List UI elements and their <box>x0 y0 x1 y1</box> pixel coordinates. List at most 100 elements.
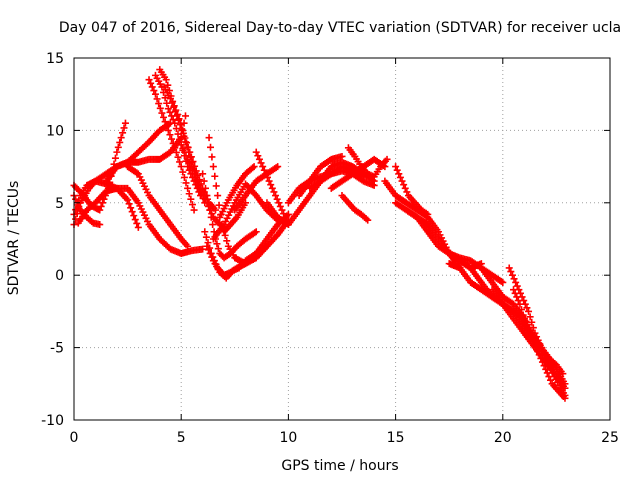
data-point <box>119 129 127 137</box>
data-point <box>257 159 265 167</box>
data-point <box>261 243 269 251</box>
data-point <box>177 141 185 149</box>
y-tick-label: 10 <box>46 123 64 139</box>
data-point <box>147 79 155 87</box>
data-point <box>254 152 262 160</box>
data-point <box>113 148 121 156</box>
data-point <box>124 196 132 204</box>
data-point <box>251 229 259 237</box>
data-point <box>97 202 105 210</box>
data-point <box>206 249 214 257</box>
x-tick-label: 15 <box>387 430 405 446</box>
data-point <box>171 144 179 152</box>
data-point <box>250 163 258 171</box>
data-point <box>518 306 526 314</box>
data-point <box>545 373 553 381</box>
data-point <box>202 233 210 241</box>
data-point <box>199 245 207 253</box>
data-point <box>116 138 124 146</box>
data-point <box>185 190 193 198</box>
data-point <box>184 184 192 192</box>
series-track-09 <box>145 76 198 214</box>
data-point <box>505 264 513 272</box>
data-point <box>516 300 524 308</box>
data-point <box>272 192 280 200</box>
series-track-40 <box>520 315 567 378</box>
series-track-29 <box>344 144 391 181</box>
data-point <box>162 76 170 84</box>
series-track-26 <box>306 158 378 192</box>
data-point <box>192 173 200 181</box>
data-point <box>396 173 404 181</box>
data-point <box>249 164 257 172</box>
data-point <box>259 163 267 171</box>
data-point <box>164 126 172 134</box>
data-point <box>120 124 128 132</box>
data-point <box>169 139 177 147</box>
data-point <box>203 242 211 250</box>
data-point <box>205 246 213 254</box>
data-point <box>148 83 156 91</box>
data-point <box>121 119 129 127</box>
data-point <box>130 212 138 220</box>
data-point <box>252 228 260 236</box>
data-point <box>179 129 187 137</box>
series-track-17 <box>203 242 271 282</box>
data-point <box>184 242 192 250</box>
data-point <box>156 104 164 112</box>
data-point <box>398 177 406 185</box>
y-tick-label: -5 <box>50 341 64 357</box>
data-point <box>508 271 516 279</box>
data-point <box>131 216 139 224</box>
data-point <box>275 199 283 207</box>
data-point <box>181 134 189 142</box>
data-point <box>161 118 169 126</box>
data-point <box>208 253 216 261</box>
data-point <box>273 195 281 203</box>
series-track-25 <box>295 152 346 200</box>
data-point <box>200 177 208 185</box>
data-point <box>206 206 214 214</box>
data-point <box>203 192 211 200</box>
data-point <box>181 112 189 120</box>
series-track-06 <box>102 112 189 185</box>
data-point <box>198 188 206 196</box>
ticks: 0 5 10 15 20 25 -10 -5 0 5 10 15 <box>41 51 619 446</box>
data-point <box>182 179 190 187</box>
data-point <box>170 103 178 111</box>
data-point <box>268 184 276 192</box>
data-point <box>178 125 186 133</box>
data-point <box>213 240 221 248</box>
data-point <box>72 215 80 223</box>
y-tick-label: -10 <box>41 413 64 429</box>
data-point <box>174 153 182 161</box>
data-point <box>179 145 187 152</box>
data-point <box>401 184 409 192</box>
x-tick-label: 0 <box>70 430 79 446</box>
data-point <box>176 121 184 129</box>
data-point <box>263 242 271 250</box>
y-tick-label: 0 <box>55 268 64 284</box>
data-point <box>175 116 183 124</box>
data-point <box>534 347 542 355</box>
data-point <box>538 358 546 366</box>
data-point <box>540 362 548 370</box>
data-point <box>561 394 569 402</box>
data-point <box>400 181 408 189</box>
data-point <box>176 158 184 166</box>
data-point <box>537 354 545 362</box>
data-point <box>542 365 550 373</box>
series-track-27 <box>327 155 389 192</box>
data-point <box>260 166 268 174</box>
data-point <box>278 206 286 214</box>
data-point <box>201 195 209 203</box>
data-point <box>166 131 174 139</box>
data-point <box>559 370 567 378</box>
x-tick-label: 10 <box>279 430 297 446</box>
data-point <box>523 304 531 312</box>
data-point <box>160 113 168 121</box>
data-point <box>207 143 215 151</box>
data-point <box>497 277 505 285</box>
data-point <box>180 173 188 181</box>
